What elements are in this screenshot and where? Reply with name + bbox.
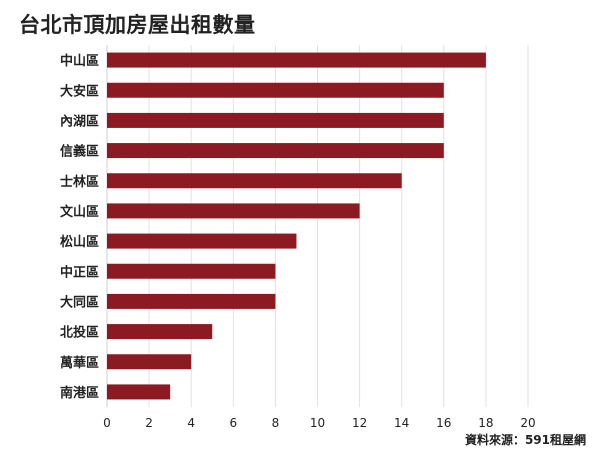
source-note: 資料來源：591租屋網 (464, 433, 586, 447)
category-label: 南港區 (60, 385, 99, 401)
x-tick-label: 6 (229, 416, 237, 430)
grid-lines (106, 45, 529, 407)
category-label: 松山區 (60, 234, 99, 250)
x-tick-labels: 0 2 4 6 8 10 12 14 16 18 20 (103, 416, 535, 430)
x-tick-label: 14 (394, 416, 409, 430)
bar (107, 384, 171, 400)
category-label: 士林區 (60, 174, 99, 190)
bar (107, 143, 444, 159)
bar (107, 82, 444, 98)
bar (107, 173, 402, 189)
x-tick-label: 0 (103, 416, 111, 430)
bars (107, 52, 486, 400)
x-tick-label: 18 (478, 416, 493, 430)
category-label: 中正區 (60, 264, 99, 280)
category-label: 中山區 (60, 53, 99, 69)
x-tick-label: 16 (436, 416, 451, 430)
bar (107, 354, 192, 370)
x-tick-label: 8 (272, 416, 280, 430)
category-label: 內湖區 (60, 113, 99, 129)
bar (107, 293, 276, 309)
category-label: 大安區 (60, 83, 99, 99)
x-tick-label: 20 (520, 416, 535, 430)
x-tick-label: 4 (187, 416, 195, 430)
category-label: 北投區 (60, 325, 99, 341)
bar (107, 203, 360, 219)
category-label: 萬華區 (60, 355, 99, 371)
bar (107, 112, 444, 128)
x-tick-label: 12 (352, 416, 367, 430)
x-tick-label: 10 (310, 416, 325, 430)
bar (107, 263, 276, 279)
bar (107, 52, 486, 68)
x-tick-label: 2 (145, 416, 153, 430)
category-label: 大同區 (60, 294, 99, 310)
bar (107, 324, 213, 340)
category-label: 文山區 (60, 204, 99, 220)
bar (107, 233, 297, 249)
category-label: 信義區 (60, 144, 99, 160)
page-title: 台北市頂加房屋出租數量 (19, 13, 256, 37)
